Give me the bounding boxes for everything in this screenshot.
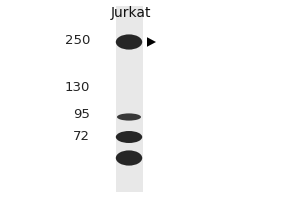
Ellipse shape [117,113,141,121]
Ellipse shape [116,34,142,50]
Text: 95: 95 [73,108,90,121]
Polygon shape [147,37,156,47]
Text: 72: 72 [73,131,90,144]
Text: 130: 130 [64,81,90,94]
Text: Jurkat: Jurkat [110,6,151,20]
Bar [116,6,142,192]
Text: 250: 250 [64,34,90,47]
Ellipse shape [116,131,142,143]
Ellipse shape [116,150,142,166]
